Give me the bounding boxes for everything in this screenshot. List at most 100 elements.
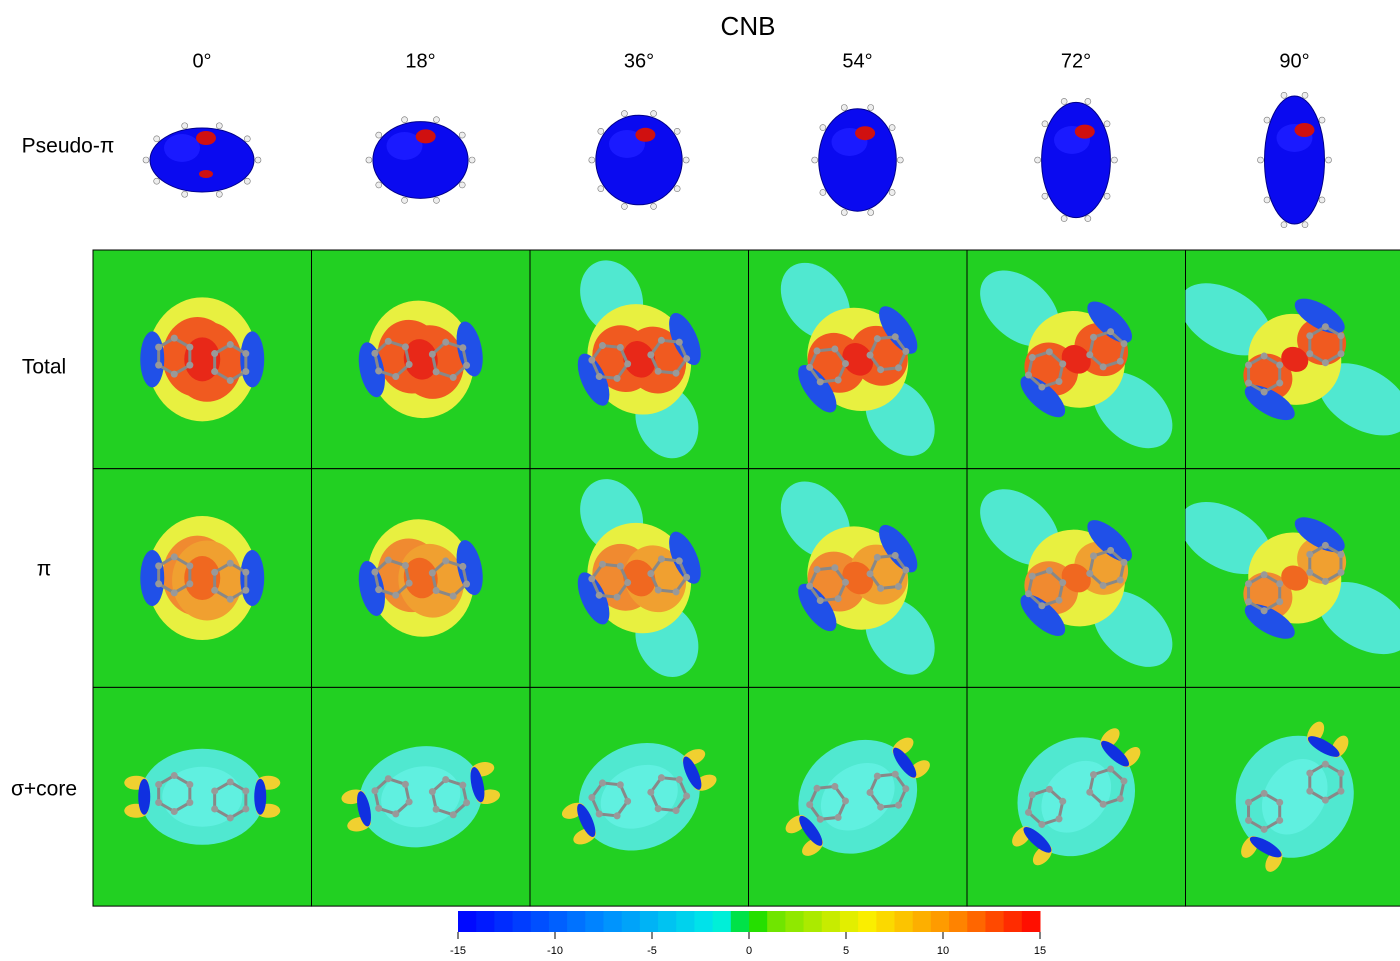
- isosurface: [1035, 98, 1118, 221]
- atom: [242, 805, 249, 812]
- atom: [1104, 121, 1110, 127]
- colorbar-step: [731, 911, 750, 932]
- atom: [1061, 98, 1067, 104]
- atom: [366, 157, 372, 163]
- atom: [1085, 216, 1091, 222]
- colorbar-step: [895, 911, 914, 932]
- atom: [186, 781, 193, 788]
- colorbar-step: [494, 911, 513, 932]
- atom: [211, 587, 218, 594]
- colorbar-step: [658, 911, 677, 932]
- colorbar-step: [622, 911, 641, 932]
- atom: [155, 781, 162, 788]
- atom: [171, 589, 178, 596]
- colorbar-step: [913, 911, 932, 932]
- colorbar-step: [785, 911, 804, 932]
- atom: [589, 157, 595, 163]
- colorbar-step: [513, 911, 532, 932]
- angle-label: 18°: [405, 50, 435, 72]
- atom: [1319, 197, 1325, 203]
- row-label: Total: [22, 356, 66, 379]
- atom: [244, 178, 250, 184]
- colorbar-tick-label: 0: [746, 945, 752, 957]
- atom: [621, 203, 627, 209]
- atom: [459, 182, 465, 188]
- blob: [1042, 102, 1111, 217]
- colorbar-step: [949, 911, 968, 932]
- atom: [227, 341, 234, 348]
- colorbar-step: [876, 911, 895, 932]
- atom: [1264, 117, 1270, 123]
- atom: [459, 132, 465, 138]
- page: CNB 0°18°36°54°72°90°Pseudo-πTotalπσ+cor…: [0, 0, 1400, 961]
- atom: [155, 562, 162, 569]
- atom: [1264, 197, 1270, 203]
- atom: [211, 569, 218, 576]
- atom: [897, 157, 903, 163]
- atom: [1319, 117, 1325, 123]
- atom: [1326, 157, 1332, 163]
- lobe-blue: [240, 550, 264, 606]
- isosurface: [366, 117, 475, 204]
- colorbar-step: [767, 911, 786, 932]
- colorbar-step: [531, 911, 550, 932]
- atom: [674, 128, 680, 134]
- atom: [211, 805, 218, 812]
- atom: [433, 197, 439, 203]
- colorbar-step: [713, 911, 732, 932]
- atom: [227, 814, 234, 821]
- atom: [1085, 98, 1091, 104]
- atom: [171, 553, 178, 560]
- colorbar-step: [458, 911, 477, 932]
- colorbar-step: [1004, 911, 1023, 932]
- atom: [155, 362, 162, 369]
- atom: [1061, 216, 1067, 222]
- colorbar-tick-label: -5: [647, 945, 657, 957]
- colorbar-step: [640, 911, 659, 932]
- red-spot: [1295, 123, 1315, 137]
- atom: [621, 111, 627, 117]
- atom: [402, 117, 408, 123]
- colorbar-step: [676, 911, 695, 932]
- row-label: Pseudo-π: [22, 135, 115, 158]
- atom: [171, 772, 178, 779]
- angle-label: 0°: [192, 50, 211, 72]
- atom: [227, 560, 234, 567]
- spot-blue: [138, 779, 150, 815]
- atom: [211, 350, 218, 357]
- atom: [242, 368, 249, 375]
- colorbar-step: [858, 911, 877, 932]
- atom: [1035, 157, 1041, 163]
- atom: [1258, 157, 1264, 163]
- row-label: π: [37, 558, 52, 581]
- atom: [674, 186, 680, 192]
- row-label: σ+core: [11, 778, 77, 801]
- atom: [651, 111, 657, 117]
- spot-blue: [254, 779, 266, 815]
- atom: [244, 136, 250, 142]
- isosurface: [589, 111, 689, 210]
- atom: [155, 344, 162, 351]
- red-spot: [199, 170, 213, 178]
- atom: [143, 157, 149, 163]
- atom: [683, 157, 689, 163]
- atom: [433, 117, 439, 123]
- atom: [1042, 193, 1048, 199]
- atom: [171, 371, 178, 378]
- colorbar-step: [822, 911, 841, 932]
- atom: [182, 191, 188, 197]
- colorbar-tick-label: 5: [843, 945, 849, 957]
- atom: [171, 808, 178, 815]
- atom: [651, 203, 657, 209]
- isosurface: [812, 105, 904, 216]
- colorbar-step: [985, 911, 1004, 932]
- colorbar-step: [694, 911, 713, 932]
- colorbar-step: [476, 911, 495, 932]
- red-spot: [416, 129, 436, 143]
- red-spot: [635, 128, 655, 142]
- atom: [211, 368, 218, 375]
- atom: [1042, 121, 1048, 127]
- atom: [1281, 92, 1287, 98]
- atom: [598, 186, 604, 192]
- atom: [227, 377, 234, 384]
